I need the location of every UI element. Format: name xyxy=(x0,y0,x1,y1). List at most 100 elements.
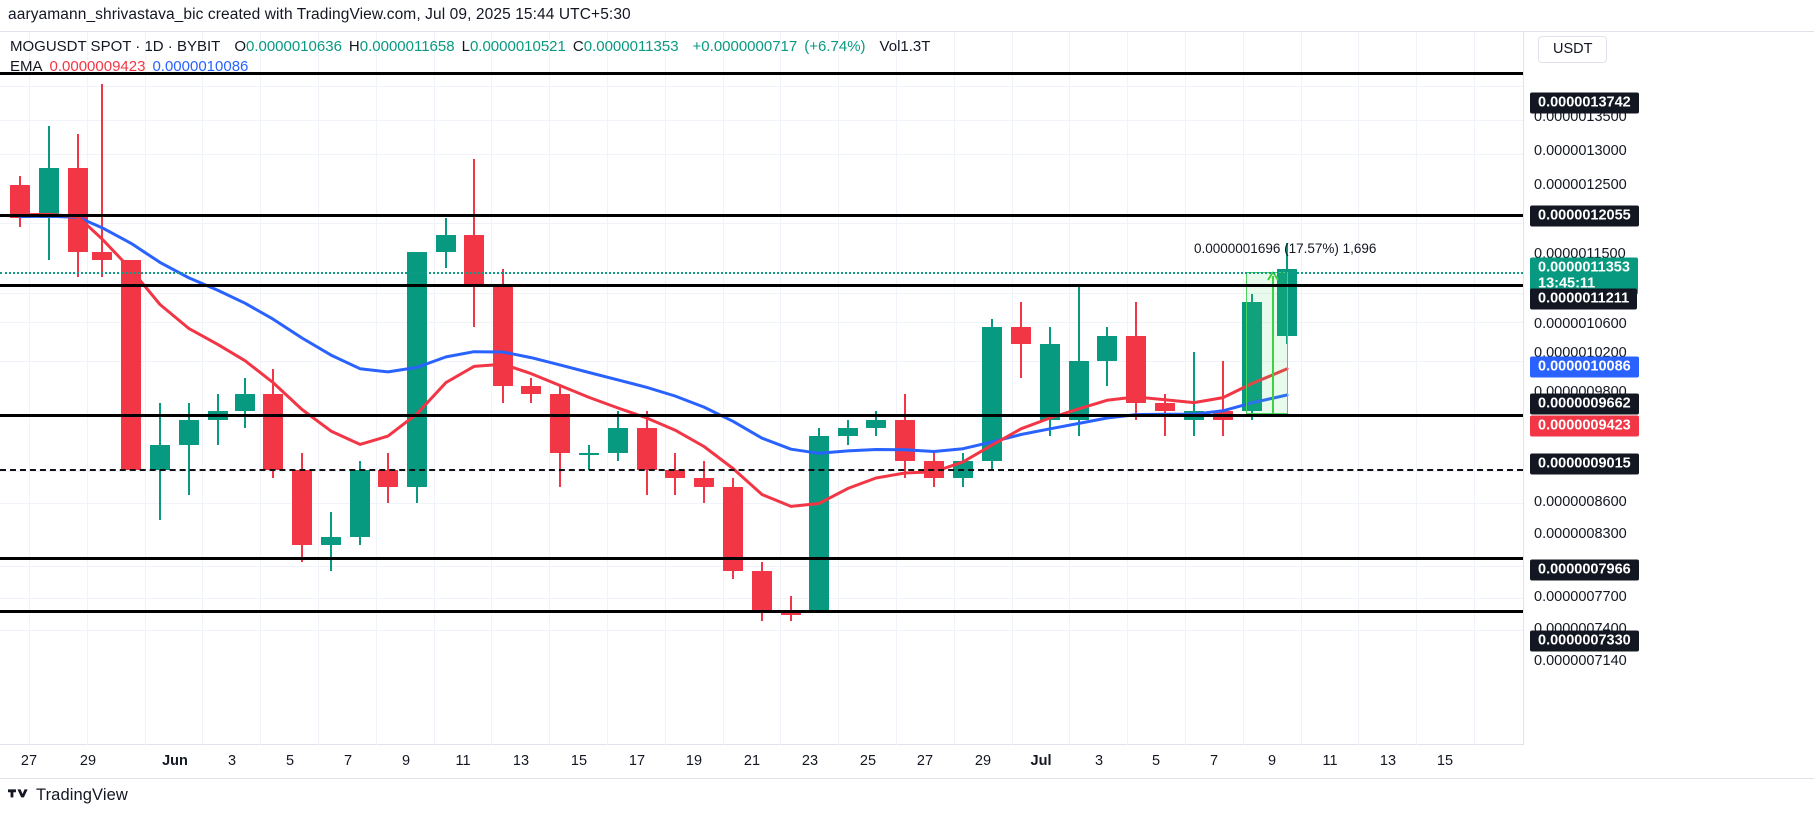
price-level-line[interactable] xyxy=(0,468,1523,471)
gridline-vertical xyxy=(434,32,435,745)
legend-change-pct: (+6.74%) xyxy=(804,38,866,55)
price-level-line[interactable] xyxy=(0,610,1523,613)
candle-body xyxy=(579,453,599,456)
legend-ema-label[interactable]: EMA xyxy=(10,58,43,75)
candle-body xyxy=(292,469,312,546)
price-axis-pill-value: 0.0000007330 xyxy=(1538,632,1631,649)
price-level-line[interactable] xyxy=(0,556,1523,560)
candle-body xyxy=(321,537,341,546)
legend-high-label: H xyxy=(348,38,360,55)
gridline-vertical xyxy=(549,32,550,745)
gridline-vertical xyxy=(260,32,261,745)
price-axis-pill[interactable]: 0.0000007966 xyxy=(1530,559,1639,581)
candle-body xyxy=(10,184,30,219)
candle-body xyxy=(723,486,743,571)
legend-low-label: L xyxy=(461,38,470,55)
time-axis-tick: 25 xyxy=(859,753,877,769)
legend-ema-slow-value: 0.0000010086 xyxy=(152,58,249,75)
candle-body xyxy=(1069,360,1089,420)
chart-frame: 0.0000001696 (17.57%) 1,696 MOGUSDT SPOT… xyxy=(0,31,1814,745)
legend-open-value: 0.0000010636 xyxy=(245,38,342,55)
measure-box[interactable] xyxy=(1246,272,1288,415)
time-axis-tick: 13 xyxy=(512,753,530,769)
candle-body xyxy=(263,394,283,470)
chart-pane[interactable]: 0.0000001696 (17.57%) 1,696 xyxy=(0,32,1523,745)
candle-body xyxy=(665,469,685,479)
candle-wick xyxy=(1193,352,1195,437)
price-axis-pill[interactable]: 0.0000012055 xyxy=(1530,205,1639,227)
candle-wick xyxy=(1078,285,1080,437)
candle-body xyxy=(521,385,541,395)
price-axis-pill-value: 0.0000013742 xyxy=(1538,94,1631,111)
gridline-horizontal xyxy=(0,630,1523,631)
candle-body xyxy=(1011,327,1031,344)
price-axis-pill[interactable]: 0.0000010086 xyxy=(1530,356,1639,378)
price-axis-pill[interactable]: 0.0000009423 xyxy=(1530,415,1639,437)
candle-body xyxy=(608,427,628,454)
time-axis-tick: 9 xyxy=(1267,753,1277,769)
time-axis[interactable]: 27 29 Jun 3 5 7 9 11 13 15 17 19 21 23 25 27 29 Jul 3 5 7 9 11… xyxy=(0,745,1814,779)
gridline-vertical xyxy=(665,32,666,745)
price-axis-pill[interactable]: 0.0000009015 xyxy=(1530,453,1639,475)
time-axis-tick: 5 xyxy=(285,753,295,769)
price-level-line[interactable] xyxy=(0,272,1523,275)
candle-body xyxy=(378,469,398,487)
price-axis-tick: 0.0000008600 xyxy=(1534,494,1627,510)
time-axis-tick: 19 xyxy=(685,753,703,769)
legend-symbol[interactable]: MOGUSDT SPOT · 1D · BYBIT xyxy=(10,38,221,55)
candle-body xyxy=(550,394,570,454)
gridline-vertical xyxy=(1416,32,1417,745)
candle-body xyxy=(694,478,714,487)
gridline-horizontal xyxy=(0,361,1523,362)
ema-fast-line xyxy=(18,212,1289,508)
candle-body xyxy=(1242,302,1262,412)
legend-ohlc-row: MOGUSDT SPOT · 1D · BYBIT O0.0000010636 H0… xyxy=(10,37,930,57)
legend-ema-fast-value: 0.0000009423 xyxy=(49,58,146,75)
time-axis-tick: 21 xyxy=(743,753,761,769)
price-level-line[interactable] xyxy=(0,284,1523,288)
candle-wick xyxy=(188,402,190,496)
time-axis-tick: 5 xyxy=(1151,753,1161,769)
footer-branding: TradingView xyxy=(8,786,128,805)
price-axis-pill[interactable]: 0.0000011211 xyxy=(1530,288,1638,310)
candle-wick xyxy=(588,444,590,470)
price-axis-tick: 0.0000007140 xyxy=(1534,653,1627,669)
legend-volume-label: Vol xyxy=(879,38,901,55)
moving-average-lines xyxy=(18,212,1289,508)
gridline-vertical xyxy=(29,32,30,745)
price-axis-pill-value: 0.0000011211 xyxy=(1538,290,1630,307)
price-axis-pill-value: 0.0000009662 xyxy=(1538,395,1631,412)
gridline-vertical xyxy=(896,32,897,745)
gridline-vertical xyxy=(1012,32,1013,745)
price-axis[interactable]: USDT 0.0000013500 0.0000013000 0.000001250… xyxy=(1523,32,1814,745)
candle-body xyxy=(436,234,456,252)
price-level-line[interactable] xyxy=(0,72,1523,75)
legend-open-label: O xyxy=(234,38,246,55)
legend-change-abs: +0.0000000717 xyxy=(692,38,798,55)
gridline-vertical xyxy=(838,32,839,745)
gridline-vertical xyxy=(202,32,203,745)
time-axis-tick: 27 xyxy=(20,753,38,769)
price-axis-pill[interactable]: 0.0000011353 13:45:11 xyxy=(1530,257,1638,295)
price-axis-pill[interactable]: 0.0000009662 xyxy=(1530,393,1639,415)
time-axis-tick: Jun xyxy=(162,753,188,769)
candle-body xyxy=(838,427,858,437)
measure-arrow-icon xyxy=(1267,271,1279,415)
measure-tool-label: 0.0000001696 (17.57%) 1,696 xyxy=(1194,241,1377,257)
gridline-horizontal xyxy=(0,223,1523,224)
price-level-line[interactable] xyxy=(0,414,1523,418)
time-axis-tick: Jul xyxy=(1030,753,1052,769)
candle-body xyxy=(866,419,886,428)
price-axis-pill[interactable]: 0.0000007330 xyxy=(1530,630,1639,652)
time-axis-tick: 29 xyxy=(974,753,992,769)
candle-body xyxy=(1097,335,1117,361)
time-axis-tick: 7 xyxy=(343,753,353,769)
currency-badge[interactable]: USDT xyxy=(1538,36,1608,63)
time-axis-tick: 15 xyxy=(1436,753,1454,769)
candle-body xyxy=(809,436,829,613)
price-axis-pill[interactable]: 0.0000013742 xyxy=(1530,92,1639,114)
price-level-line[interactable] xyxy=(0,213,1523,217)
candle-body xyxy=(1126,335,1146,403)
time-axis-tick: 9 xyxy=(401,753,411,769)
